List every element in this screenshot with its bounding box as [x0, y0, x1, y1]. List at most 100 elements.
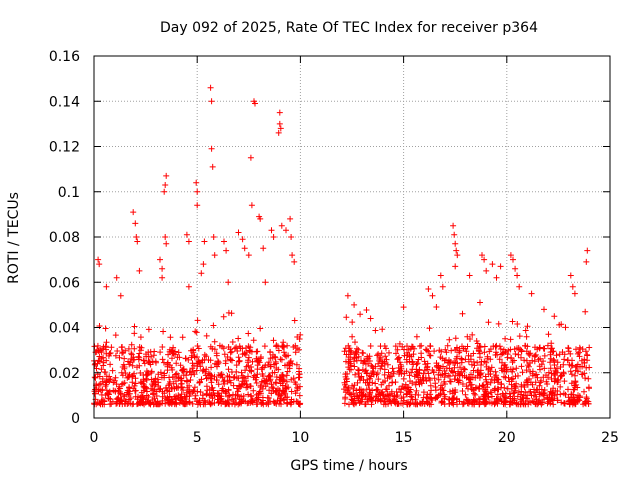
- data-point: [438, 348, 445, 355]
- data-point: [267, 363, 274, 370]
- data-point: [220, 345, 227, 352]
- data-point: [167, 334, 174, 341]
- y-tick-label: 0.04: [49, 321, 80, 337]
- data-point: [517, 396, 524, 403]
- data-point: [98, 398, 105, 405]
- data-point: [170, 380, 177, 387]
- data-point: [467, 376, 474, 383]
- data-point: [245, 330, 252, 337]
- data-point: [266, 387, 273, 394]
- data-point: [240, 397, 246, 404]
- data-point: [107, 350, 114, 356]
- data-point: [560, 370, 567, 377]
- data-point: [469, 331, 476, 338]
- data-point: [162, 400, 169, 407]
- data-point: [491, 374, 498, 380]
- data-point: [144, 398, 151, 405]
- data-point: [502, 374, 509, 381]
- data-point: [381, 371, 388, 378]
- data-point: [215, 381, 222, 388]
- data-point: [296, 392, 303, 399]
- data-point: [226, 392, 233, 399]
- data-point: [200, 261, 207, 268]
- data-point: [523, 367, 530, 374]
- data-point: [144, 371, 151, 378]
- data-point: [285, 352, 292, 359]
- data-point: [454, 252, 461, 259]
- data-point: [203, 375, 210, 382]
- data-point: [437, 354, 444, 361]
- data-point: [522, 342, 529, 349]
- data-point: [548, 376, 555, 382]
- data-point: [478, 362, 484, 368]
- data-point: [475, 385, 482, 392]
- data-point: [261, 364, 268, 371]
- data-point: [481, 349, 488, 356]
- data-point: [261, 343, 268, 350]
- data-point: [468, 361, 475, 368]
- data-point: [98, 366, 105, 373]
- data-point: [541, 365, 548, 372]
- data-point: [534, 374, 541, 381]
- data-point: [483, 267, 490, 274]
- data-point: [489, 261, 496, 268]
- data-point: [386, 382, 392, 389]
- data-point: [157, 256, 163, 263]
- data-point: [349, 333, 356, 340]
- data-point: [375, 391, 382, 398]
- data-point: [550, 401, 557, 408]
- data-point: [459, 401, 466, 408]
- data-point: [165, 351, 172, 358]
- data-point: [538, 377, 545, 384]
- data-point: [277, 125, 284, 132]
- y-tick-label: 0: [71, 411, 80, 427]
- data-point: [245, 373, 251, 380]
- data-point: [282, 390, 289, 397]
- data-point: [518, 363, 525, 370]
- data-point: [509, 395, 516, 402]
- data-point: [102, 369, 109, 376]
- data-point: [416, 381, 423, 388]
- data-point: [155, 379, 162, 386]
- data-point: [243, 381, 250, 388]
- data-point: [476, 354, 483, 361]
- data-point: [474, 359, 481, 366]
- data-point: [402, 385, 409, 392]
- data-point: [450, 401, 457, 408]
- data-point: [381, 343, 388, 349]
- data-point: [211, 252, 218, 259]
- data-point: [479, 382, 486, 389]
- data-point: [555, 376, 562, 383]
- data-point: [360, 350, 367, 357]
- data-point: [272, 399, 278, 406]
- data-point: [467, 353, 474, 359]
- data-point: [366, 379, 373, 386]
- data-point: [103, 283, 110, 290]
- data-point: [410, 361, 417, 368]
- data-point: [279, 382, 286, 389]
- data-point: [194, 360, 201, 367]
- data-point: [423, 378, 430, 384]
- data-point: [179, 367, 185, 374]
- data-point: [467, 382, 474, 389]
- data-point: [551, 362, 558, 368]
- data-point: [451, 231, 458, 238]
- data-point: [292, 390, 299, 397]
- data-point: [459, 381, 466, 387]
- data-point: [387, 398, 394, 405]
- data-point: [138, 344, 145, 351]
- data-point: [207, 401, 214, 408]
- data-point: [195, 345, 202, 352]
- data-point: [416, 400, 423, 407]
- data-point: [499, 350, 506, 357]
- data-point: [151, 348, 158, 355]
- data-point: [483, 399, 490, 406]
- data-point: [404, 401, 411, 408]
- data-point: [112, 332, 119, 339]
- data-point: [250, 337, 257, 344]
- data-point: [245, 252, 252, 259]
- data-point: [228, 310, 235, 317]
- data-point: [297, 400, 304, 407]
- data-point: [460, 345, 467, 352]
